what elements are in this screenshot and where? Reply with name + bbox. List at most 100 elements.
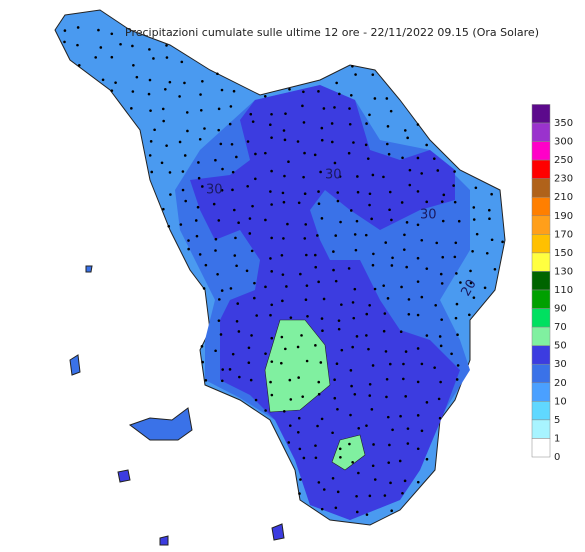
station-dot [472, 218, 476, 221]
station-dot [425, 267, 429, 270]
station-dot [253, 296, 256, 300]
station-dot [334, 234, 338, 237]
station-dot [148, 48, 151, 51]
station-dot [231, 188, 234, 192]
station-dot [472, 206, 476, 209]
legend-label: 210 [554, 192, 573, 203]
station-dot [416, 256, 420, 260]
station-dot [348, 122, 352, 126]
station-dot [204, 263, 208, 267]
station-dot [402, 377, 405, 381]
station-dot [254, 398, 258, 402]
station-dot [304, 223, 308, 226]
station-dot [251, 204, 254, 208]
station-dot [289, 316, 293, 319]
station-dot [469, 281, 473, 285]
station-dot [408, 168, 412, 172]
station-dot [317, 190, 320, 193]
station-dot [474, 186, 478, 190]
station-dot [77, 64, 81, 67]
station-dot [322, 107, 326, 110]
station-dot [340, 303, 343, 306]
station-dot [403, 129, 407, 132]
station-dot [320, 126, 324, 130]
station-dot [303, 192, 307, 196]
station-dot [334, 279, 338, 283]
station-dot [284, 347, 287, 351]
station-dot [386, 415, 390, 419]
station-dot [434, 303, 437, 307]
station-dot [365, 424, 368, 427]
station-dot [389, 481, 392, 485]
station-dot [131, 90, 135, 93]
station-dot [303, 237, 307, 240]
legend-label: 110 [554, 285, 573, 296]
station-dot [406, 136, 409, 140]
station-dot [178, 95, 181, 98]
station-dot [306, 314, 309, 318]
station-dot [270, 236, 273, 240]
station-dot [330, 140, 334, 144]
station-dot [270, 393, 274, 397]
station-dot [387, 152, 391, 156]
station-dot [246, 140, 250, 143]
station-dot [320, 217, 324, 220]
station-dot [286, 222, 289, 226]
station-dot [204, 379, 208, 382]
station-dot [303, 151, 306, 155]
station-dot [336, 191, 340, 194]
station-dot [340, 348, 344, 352]
station-dot [301, 395, 305, 398]
legend-label: 130 [554, 266, 573, 277]
station-dot [420, 295, 424, 299]
station-dot [304, 298, 308, 302]
station-dot [63, 29, 67, 32]
station-dot [366, 157, 370, 160]
station-dot [335, 81, 338, 85]
legend-swatch [531, 159, 551, 179]
station-dot [169, 193, 172, 196]
legend-swatch [531, 141, 551, 161]
station-dot [402, 248, 406, 251]
station-dot [353, 233, 357, 236]
station-dot [185, 111, 189, 114]
station-dot [301, 104, 304, 108]
station-dot [320, 507, 324, 511]
station-dot [338, 92, 341, 96]
station-dot [220, 379, 224, 383]
station-dot [386, 297, 390, 300]
station-dot [385, 377, 389, 381]
station-dot [288, 87, 291, 91]
station-dot [235, 155, 238, 159]
station-dot [425, 200, 429, 204]
station-dot [162, 207, 165, 211]
station-dot [147, 92, 151, 96]
station-dot [365, 334, 368, 337]
station-dot [352, 316, 356, 320]
station-dot [281, 191, 285, 195]
station-dot [148, 78, 152, 82]
legend-label: 190 [554, 211, 573, 222]
station-dot [385, 142, 389, 146]
station-dot [264, 409, 267, 412]
station-dot [101, 78, 105, 82]
station-dot [297, 416, 301, 420]
station-dot [454, 316, 458, 320]
station-dot [442, 193, 446, 197]
station-dot [452, 184, 455, 187]
station-dot [354, 73, 357, 76]
station-dot [284, 112, 287, 115]
legend-label: 1 [554, 433, 560, 444]
station-dot [459, 281, 462, 284]
legend-swatch [531, 438, 551, 458]
station-dot [283, 174, 286, 178]
legend-label: 50 [554, 341, 567, 352]
station-dot [416, 480, 420, 484]
station-dot [371, 263, 375, 267]
station-dot [368, 203, 371, 207]
station-dot [438, 416, 442, 420]
station-dot [353, 393, 357, 396]
station-dot [249, 378, 253, 382]
station-dot [220, 189, 224, 192]
